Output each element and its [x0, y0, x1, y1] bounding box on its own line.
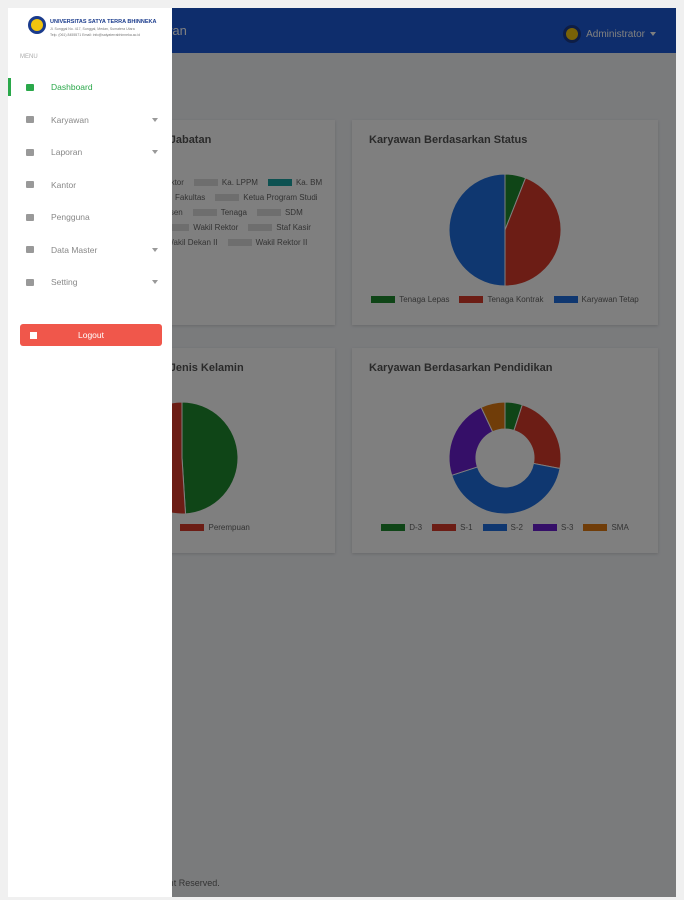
menu-icon — [26, 116, 34, 123]
menu-label: MENU — [20, 54, 38, 60]
brand: UNIVERSITAS SATYA TERRA BHINNEKA Jl. Sung… — [28, 16, 156, 37]
caret — [152, 117, 158, 122]
menu-item[interactable]: Laporan — [8, 143, 172, 161]
menu-icon — [26, 213, 34, 221]
menu-icon — [26, 181, 34, 188]
caret — [152, 280, 158, 284]
sidebar: UNIVERSITAS SATYA TERRA BHINNEKA Jl. Sung… — [8, 8, 172, 897]
menu-item[interactable]: Data Master — [8, 241, 172, 259]
brand-text: UNIVERSITAS SATYA TERRA BHINNEKA Jl. Sung… — [50, 19, 156, 37]
logout-label[interactable]: Logout — [78, 330, 104, 340]
brand-sub: Telp. (061) 8455571 Email: info@satyater… — [50, 33, 141, 37]
menu-item[interactable]: Dashboard — [8, 78, 172, 96]
caret — [152, 247, 158, 252]
menu-item[interactable]: Karyawan — [8, 111, 172, 129]
brand-name: UNIVERSITAS SATYA TERRA BHINNEKA — [50, 19, 157, 25]
menu-label: Data Master — [51, 244, 98, 255]
menu-icon — [26, 83, 34, 91]
menu-item[interactable]: Setting — [8, 273, 172, 291]
menu-item[interactable]: Pengguna — [8, 208, 172, 226]
menu-label: Setting — [51, 277, 78, 287]
menu-icon — [26, 278, 34, 286]
menu-label: Karyawan — [51, 114, 89, 125]
logout-icon — [30, 331, 37, 339]
menu-label: Laporan — [51, 147, 83, 157]
menu-item[interactable]: Kantor — [8, 176, 172, 194]
brand-logo — [28, 16, 46, 34]
menu-label: Dashboard — [51, 82, 93, 92]
brand-sub: Jl. Sunggal No. 417, Sunggal, Medan, Sum… — [50, 27, 135, 31]
menu-icon — [26, 148, 34, 156]
menu-label: Pengguna — [51, 212, 90, 222]
logout-button[interactable]: Logout — [20, 324, 162, 346]
menu-icon — [26, 246, 34, 253]
menu-label: Kantor — [51, 179, 77, 190]
caret — [152, 150, 158, 154]
